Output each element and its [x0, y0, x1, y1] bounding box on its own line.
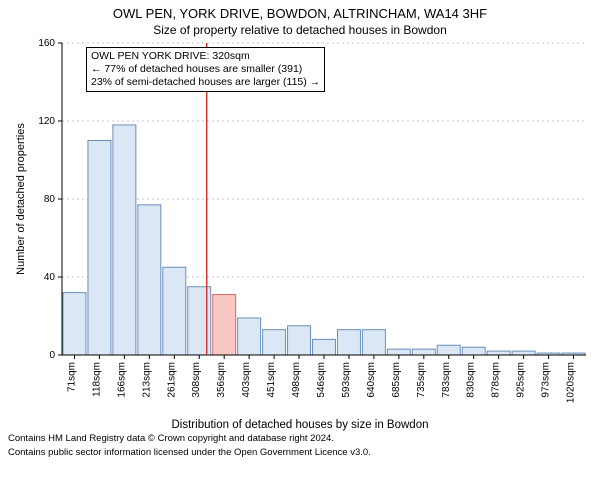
svg-text:160: 160	[38, 39, 55, 49]
footnote-2: Contains public sector information licen…	[8, 447, 592, 459]
svg-text:213sqm: 213sqm	[141, 362, 152, 398]
svg-text:118sqm: 118sqm	[91, 362, 102, 397]
chart-container: OWL PEN, YORK DRIVE, BOWDON, ALTRINCHAM,…	[0, 0, 600, 500]
svg-text:593sqm: 593sqm	[341, 362, 352, 398]
svg-text:71sqm: 71sqm	[66, 362, 77, 392]
svg-text:685sqm: 685sqm	[391, 362, 402, 398]
svg-text:261sqm: 261sqm	[166, 362, 177, 398]
svg-text:80: 80	[44, 194, 56, 205]
svg-text:973sqm: 973sqm	[541, 362, 552, 398]
svg-text:783sqm: 783sqm	[441, 362, 452, 398]
annotation-line-3: 23% of semi-detached houses are larger (…	[91, 76, 320, 89]
svg-text:830sqm: 830sqm	[466, 362, 477, 398]
annotation-line-1: OWL PEN YORK DRIVE: 320sqm	[91, 50, 320, 63]
svg-text:878sqm: 878sqm	[491, 362, 502, 398]
svg-text:735sqm: 735sqm	[416, 362, 427, 398]
x-axis-label: Distribution of detached houses by size …	[8, 419, 592, 431]
svg-text:403sqm: 403sqm	[241, 362, 252, 398]
svg-text:1020sqm: 1020sqm	[566, 362, 577, 403]
svg-text:Number of detached properties: Number of detached properties	[15, 123, 27, 275]
chart-title: OWL PEN, YORK DRIVE, BOWDON, ALTRINCHAM,…	[8, 6, 592, 21]
svg-text:40: 40	[44, 272, 56, 283]
svg-text:546sqm: 546sqm	[316, 362, 327, 398]
svg-text:925sqm: 925sqm	[516, 362, 527, 398]
svg-text:308sqm: 308sqm	[191, 362, 202, 398]
histogram-svg: 0 40 80 120 160 71sqm 118sqm 166sqm 213sqm 261sqm…	[8, 39, 592, 417]
svg-text:166sqm: 166sqm	[116, 362, 127, 398]
chart-plot: 0 40 80 120 160 71sqm 118sqm 166sqm 213sqm 261sqm…	[8, 39, 592, 417]
svg-text:640sqm: 640sqm	[366, 362, 377, 398]
svg-text:451sqm: 451sqm	[266, 362, 277, 398]
footnote-1: Contains HM Land Registry data © Crown c…	[8, 433, 592, 445]
chart-subtitle: Size of property relative to detached ho…	[8, 23, 592, 37]
svg-text:356sqm: 356sqm	[216, 362, 227, 398]
svg-text:0: 0	[49, 350, 55, 361]
annotation-box: OWL PEN YORK DRIVE: 320sqm ← 77% of deta…	[86, 47, 325, 92]
annotation-line-2: ← 77% of detached houses are smaller (39…	[91, 63, 320, 76]
svg-text:498sqm: 498sqm	[291, 362, 302, 398]
svg-text:120: 120	[38, 116, 55, 127]
